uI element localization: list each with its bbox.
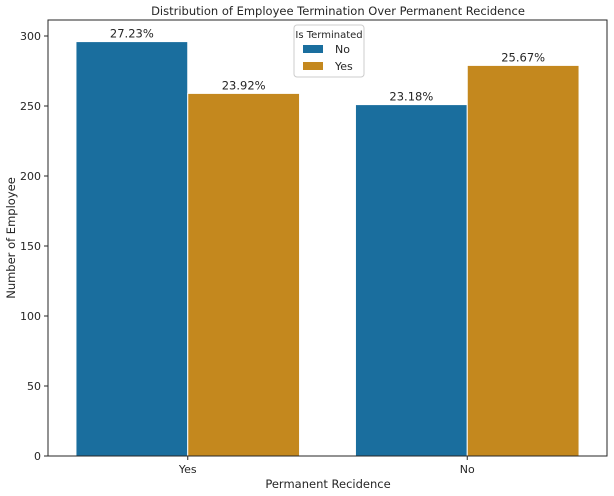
bar-yes-yes <box>187 92 301 457</box>
bar-no-yes <box>75 41 189 457</box>
y-tick-label-100: 100 <box>20 310 41 323</box>
data-label-yes-no: 25.67% <box>501 50 545 64</box>
y-axis-label: Number of Employee <box>4 177 18 299</box>
x-axis-label: Permanent Recidence <box>265 477 390 491</box>
y-tick-label-0: 0 <box>34 450 41 463</box>
legend-label-yes: Yes <box>334 60 353 73</box>
legend-title: Is Terminated <box>295 30 362 41</box>
data-label-no-no: 23.18% <box>389 90 433 104</box>
y-tick-label-200: 200 <box>20 170 41 183</box>
legend: Is Terminated No Yes <box>293 24 365 78</box>
data-label-yes-yes: 23.92% <box>222 78 266 92</box>
x-tick-label-no: No <box>460 463 475 476</box>
legend-swatch-yes <box>303 62 323 70</box>
data-label-no-yes: 27.23% <box>110 27 154 41</box>
x-tick-label-yes: Yes <box>178 463 197 476</box>
y-tick-label-250: 250 <box>20 100 41 113</box>
bar-no-no <box>354 104 468 457</box>
y-tick-label-50: 50 <box>27 380 41 393</box>
plot-frame <box>47 19 608 457</box>
chart-title: Distribution of Employee Termination Ove… <box>151 4 525 18</box>
y-tick-label-300: 300 <box>20 30 41 43</box>
bar-yes-no <box>466 64 580 457</box>
y-tick-label-150: 150 <box>20 240 41 253</box>
legend-swatch-no <box>303 45 323 53</box>
legend-label-no: No <box>335 43 350 56</box>
